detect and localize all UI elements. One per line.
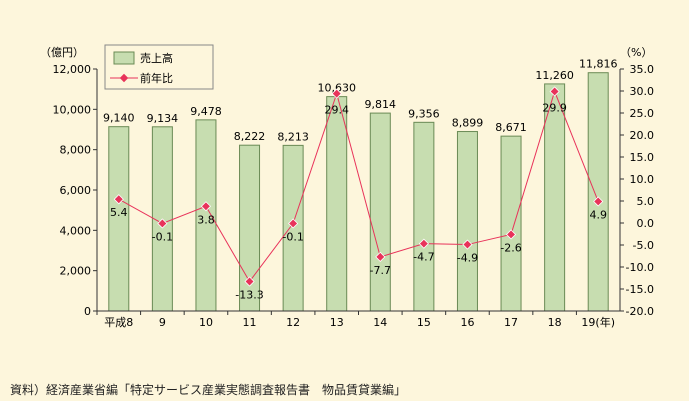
bar-value-label: 9,814 — [365, 98, 397, 111]
line-value-label: 3.8 — [197, 213, 215, 226]
x-tick-label: 17 — [504, 316, 518, 329]
bar-value-label: 11,260 — [535, 69, 574, 82]
y-left-tick-label: 10,000 — [53, 103, 92, 116]
line-point-9 — [157, 218, 168, 229]
chart: 0 2,000 4,000 6,000 8,000 10,000 12,000 （億円） -20… — [40, 44, 655, 329]
line-point-17 — [505, 229, 517, 240]
line-point-19(年) — [593, 196, 604, 207]
x-tick-label: 19(年) — [581, 315, 615, 329]
y-left-tick-label: 2,000 — [60, 265, 92, 278]
line-point-16 — [462, 239, 473, 250]
bar-value-label: 9,134 — [147, 112, 179, 125]
bar-value-label: 9,356 — [408, 107, 440, 120]
bar-16 — [456, 131, 478, 312]
bar-14 — [369, 112, 391, 312]
y-right-tick-label: 15.0 — [630, 151, 655, 164]
line-value-label: -0.1 — [282, 230, 303, 243]
y-left-tick-label: 12,000 — [53, 63, 92, 76]
line-value-label: 5.4 — [110, 206, 128, 219]
x-tick-label: 11 — [243, 316, 257, 329]
line-value-label: -4.7 — [413, 251, 434, 264]
legend-swatch-marker — [119, 73, 129, 83]
line-point-10 — [200, 201, 212, 212]
x-tick-label: 13 — [330, 316, 344, 329]
x-tick-label: 12 — [286, 316, 300, 329]
legend-label-bar: 売上高 — [140, 51, 173, 65]
bar-value-label: 11,816 — [579, 58, 618, 71]
y-left-tick-label: 4,000 — [60, 224, 92, 237]
y-right-tick-label: 10.0 — [630, 173, 655, 186]
source-note: 資料）経済産業省編「特定サービス産業実態調査報告書 物品賃貸業編」 — [10, 383, 407, 397]
line-point-13 — [331, 88, 342, 99]
bar-value-label: 9,478 — [190, 105, 222, 118]
bar-18 — [544, 83, 566, 312]
line-point-18 — [549, 86, 560, 97]
x-tick-label: 14 — [373, 316, 387, 329]
y-right-tick-label: -20.0 — [626, 305, 654, 318]
line-value-label: 29.9 — [542, 101, 567, 114]
bar-value-label: 10,630 — [317, 82, 356, 95]
y-left-unit: （億円） — [40, 46, 84, 59]
bar-19(年) — [587, 72, 609, 312]
y-right-tick-label: 0.0 — [637, 217, 655, 230]
line-value-label: -2.6 — [500, 241, 521, 254]
x-tick-label: 10 — [199, 316, 213, 329]
line-value-label: 29.4 — [324, 104, 349, 117]
line-point-12 — [288, 218, 299, 229]
x-tick-label: 16 — [460, 316, 474, 329]
bar-value-label: 8,899 — [452, 117, 484, 130]
bar-17 — [500, 135, 522, 312]
bar-value-label: 8,213 — [277, 130, 309, 143]
bar-value-label: 9,140 — [103, 112, 135, 125]
y-right-tick-label: -15.0 — [626, 283, 654, 296]
line-point-11 — [244, 276, 255, 287]
line-point-15 — [418, 238, 429, 249]
line-value-label: 4.9 — [589, 208, 607, 221]
line-value-label: -4.9 — [457, 252, 478, 265]
x-tick-label: 9 — [159, 316, 166, 329]
y-right-tick-label: -5.0 — [633, 239, 654, 252]
y-left-tick-label: 8,000 — [60, 144, 92, 157]
y-right-tick-label: 20.0 — [630, 129, 655, 142]
y-right-tick-label: 35.0 — [630, 63, 655, 76]
bar-value-label: 8,222 — [234, 130, 266, 143]
x-tick-label: 18 — [548, 316, 562, 329]
bar-13 — [326, 96, 348, 312]
legend-swatch-bar — [113, 51, 135, 65]
y-right-tick-label: 30.0 — [630, 85, 655, 98]
bar-15 — [413, 121, 435, 312]
line-point-平成8 — [113, 194, 124, 205]
line-point-14 — [375, 251, 386, 262]
x-tick-label: 平成8 — [104, 316, 133, 329]
legend-label-line: 前年比 — [140, 71, 173, 85]
y-right-tick-label: -10.0 — [626, 261, 654, 274]
y-left-tick-label: 6,000 — [60, 184, 92, 197]
bar-value-label: 8,671 — [495, 121, 527, 134]
y-left-tick-label: 0 — [84, 305, 91, 318]
line-value-label: -0.1 — [152, 230, 173, 243]
line-value-label: -13.3 — [235, 289, 263, 302]
y-right-tick-label: 25.0 — [630, 107, 655, 120]
line-value-label: -7.7 — [370, 264, 391, 277]
x-tick-label: 15 — [417, 316, 431, 329]
y-right-tick-label: 5.0 — [637, 195, 655, 208]
y-right-unit: （%） — [620, 46, 652, 59]
line-yoy — [118, 89, 599, 283]
